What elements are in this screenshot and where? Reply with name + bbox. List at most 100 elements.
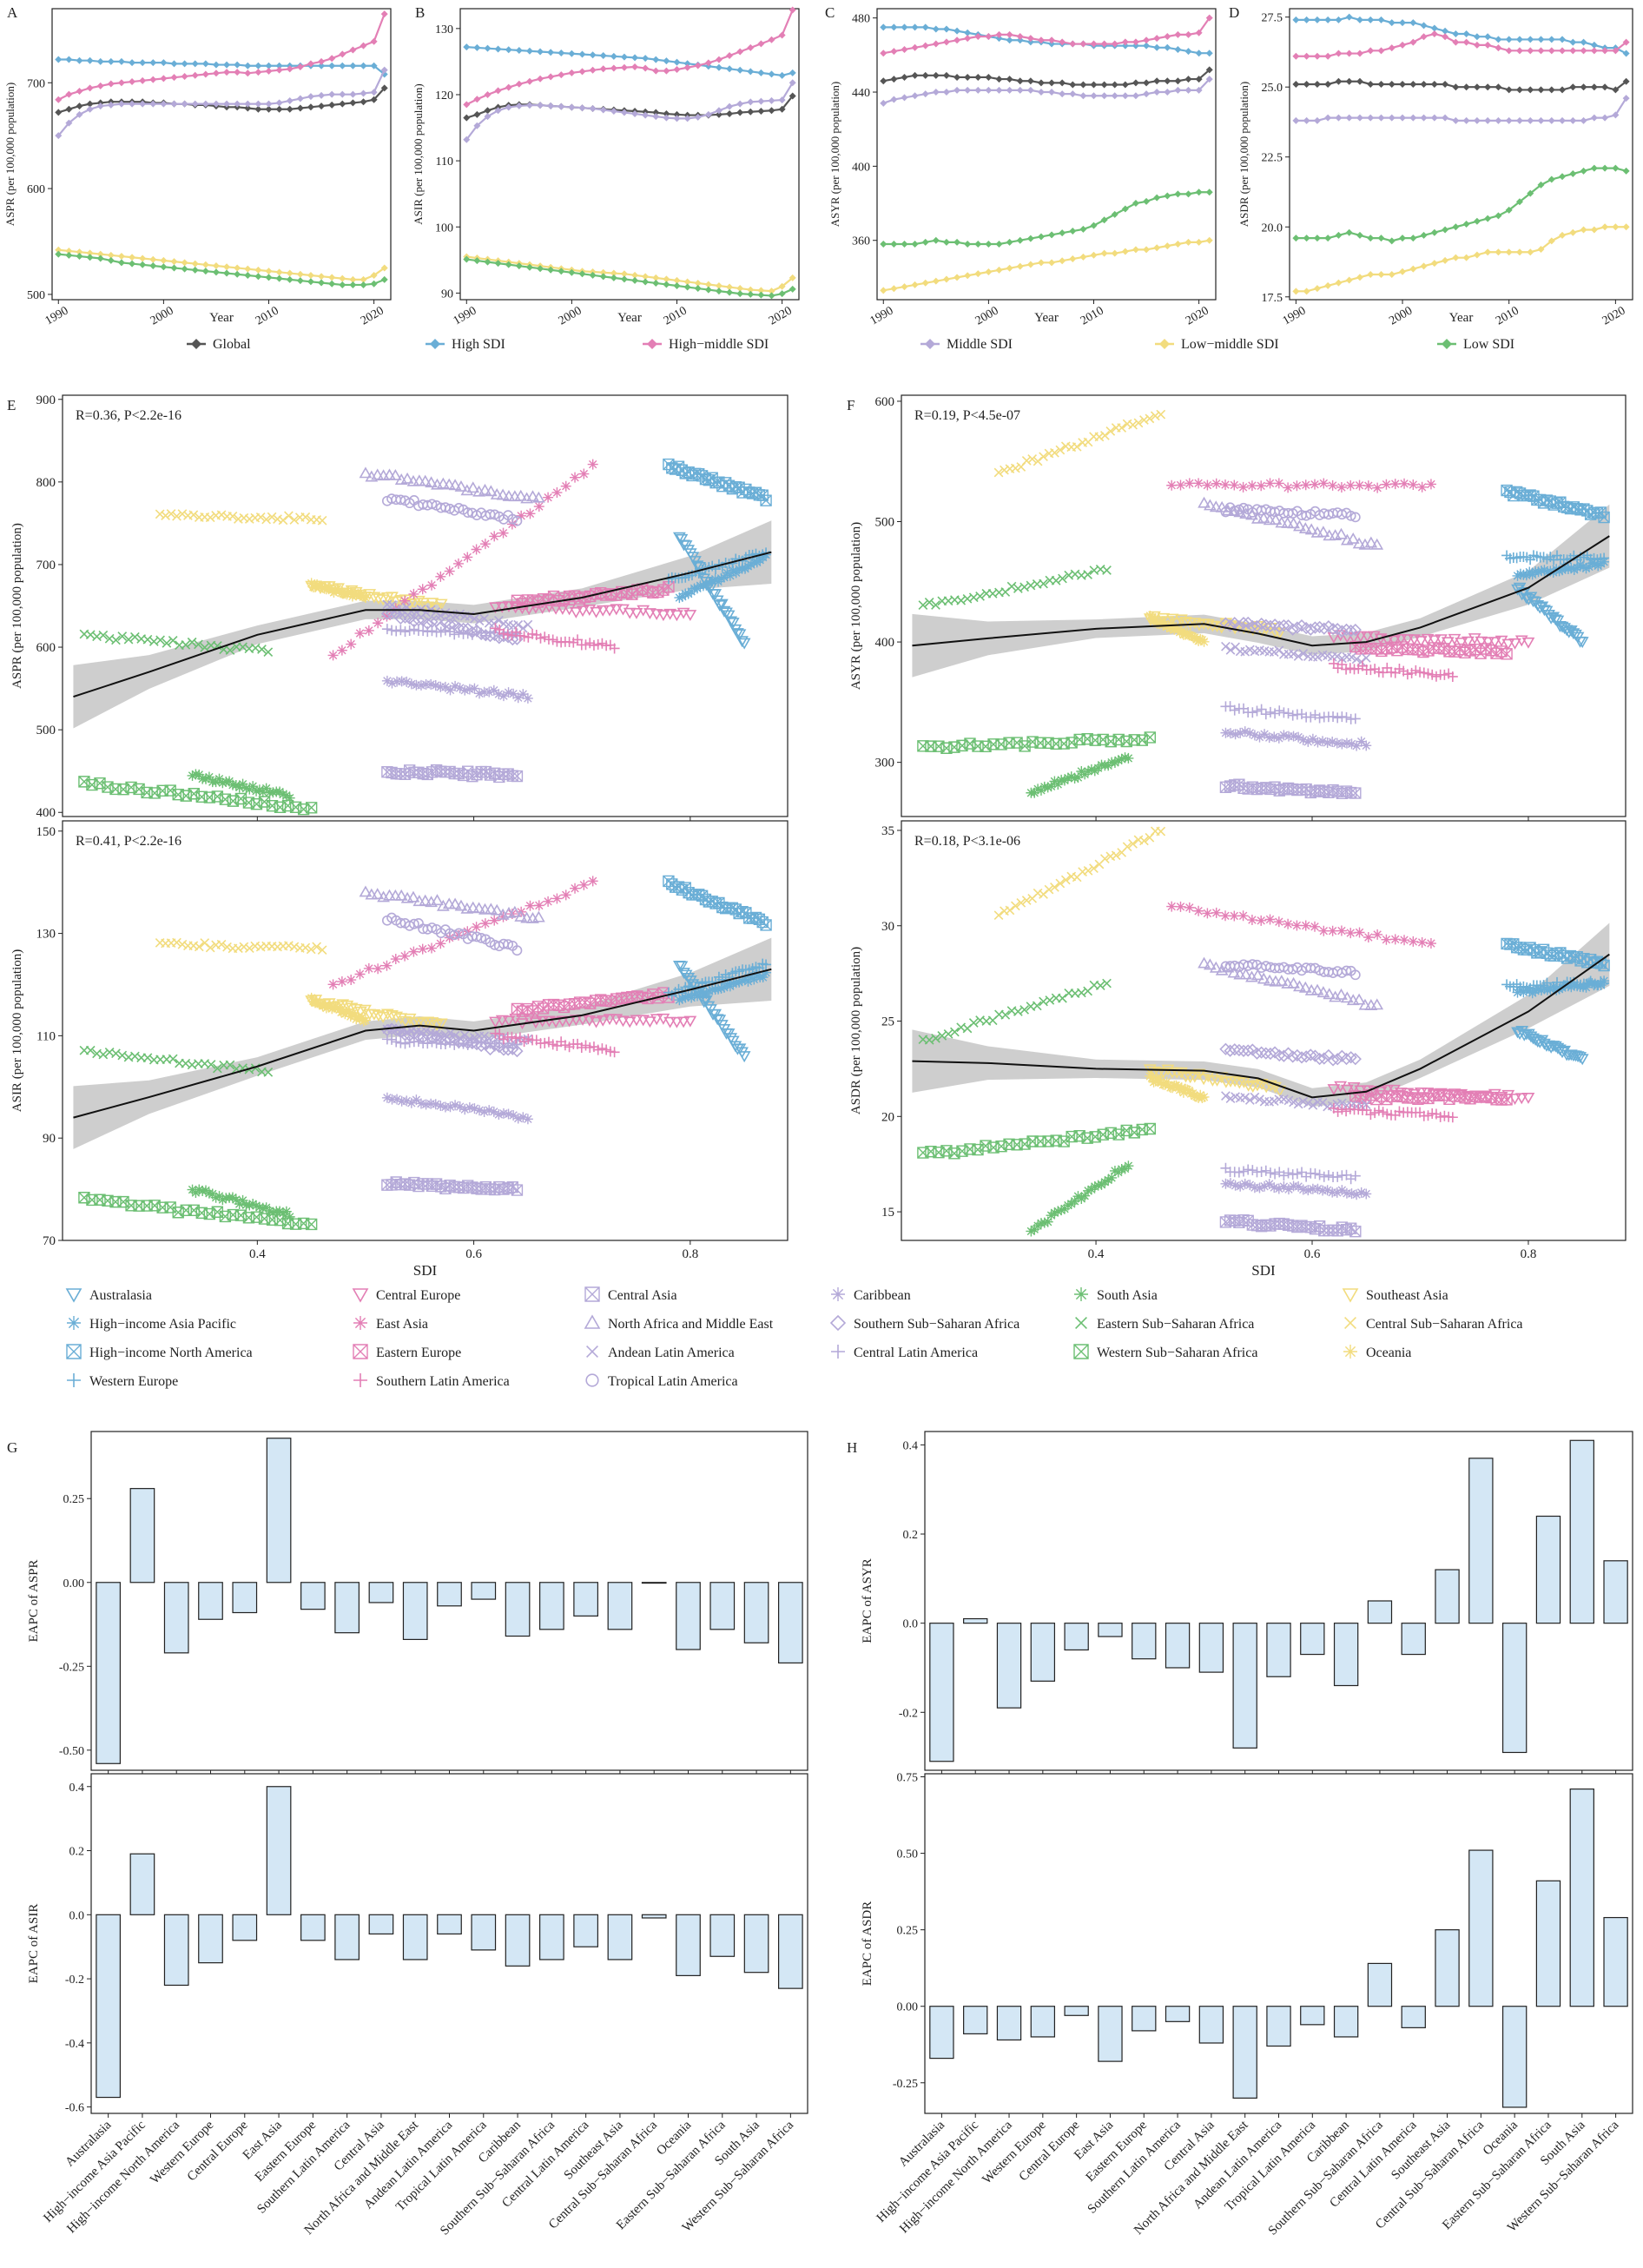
scatter-point [1428,635,1442,647]
data-point [1462,254,1470,261]
y-axis-label: EAPC of ASIR [27,1904,41,1984]
scatter-point [1416,936,1428,948]
legend-symbol [1073,1344,1089,1359]
data-point [726,65,734,73]
data-point [339,62,346,69]
data-point [995,240,1003,248]
data-point [1195,29,1203,36]
scatter-point [1309,621,1322,634]
data-point [1399,19,1407,27]
data-point [1420,22,1428,30]
scatter-point [247,781,259,792]
data-point [494,260,502,268]
data-point [286,269,294,277]
scatter-point [475,1039,488,1053]
scatter-point [388,468,402,480]
data-point [473,43,481,51]
scatter-point [531,491,545,503]
scatter-point [404,920,415,931]
data-point [1569,116,1577,124]
data-point [642,55,650,63]
data-point [1569,170,1577,178]
data-point [107,101,115,109]
scatter-point [1006,581,1017,592]
bar [96,1582,121,1764]
legend-label: Low−middle SDI [1181,337,1279,352]
data-point [1420,262,1428,270]
scatter-point [489,1016,502,1028]
scatter-point [1501,638,1515,651]
legend-label: High−income North America [89,1346,253,1360]
data-point [642,64,650,72]
data-point [953,86,961,94]
legend-symbol [67,1373,81,1387]
scatter-point [1270,708,1281,719]
scatter-point [1287,517,1300,529]
scatter-point [675,533,689,546]
scatter-point [490,903,504,916]
data-point [1430,30,1438,37]
scatter-point [422,1038,433,1049]
scatter-point [453,928,465,939]
scatter-point [590,1016,603,1028]
data-point [610,108,617,116]
data-point [1037,89,1045,96]
bar [778,1914,803,1989]
scatter-point [1554,565,1565,577]
data-point [1132,92,1139,100]
scatter-point [277,1207,288,1219]
data-point [1037,233,1045,241]
data-point [631,110,639,118]
scatter-point [587,459,598,470]
scatter-point [1145,413,1155,424]
scatter-point [1598,511,1610,524]
data-point [694,279,702,287]
data-point [1527,116,1534,124]
y-tick-label: -0.25 [893,2078,918,2091]
bar [1603,1916,1628,2007]
scatter-point [1220,910,1231,922]
data-point [473,96,481,103]
scatter-point [1055,445,1066,455]
bar [1266,1623,1291,1677]
data-point [244,271,252,279]
scatter-point [490,488,504,499]
data-point [212,262,220,270]
data-point [1313,235,1321,242]
scatter-point [203,1187,214,1199]
y-tick-label: 800 [36,476,56,490]
data-point [1388,114,1396,122]
data-point [129,78,136,86]
region-points [917,731,1156,754]
scatter-point [214,773,225,784]
region-points [663,458,772,506]
data-point [484,107,492,115]
data-point [880,50,887,57]
bar [1569,1789,1594,2007]
data-point [1079,253,1087,261]
scatter-point [1202,479,1213,491]
legend-label: Australasia [89,1288,152,1303]
scatter-point [216,939,227,949]
data-point [463,255,471,263]
scatter-point [1331,737,1343,749]
bar [676,1582,701,1650]
data-point [1559,86,1567,94]
scatter-point [1240,646,1250,657]
scatter-point [376,1011,390,1023]
scatter-point [1288,731,1299,742]
bar [996,2006,1022,2041]
data-point [1612,86,1620,94]
scatter-point [1514,568,1526,579]
data-point [234,100,241,108]
y-tick-label: 360 [852,235,870,248]
scatter-point [1156,409,1166,420]
region-points [381,624,523,642]
scatter-point [1198,1091,1210,1102]
data-point [683,115,691,122]
scatter-point [284,792,295,803]
data-point [149,59,157,67]
scatter-point [1399,935,1410,946]
